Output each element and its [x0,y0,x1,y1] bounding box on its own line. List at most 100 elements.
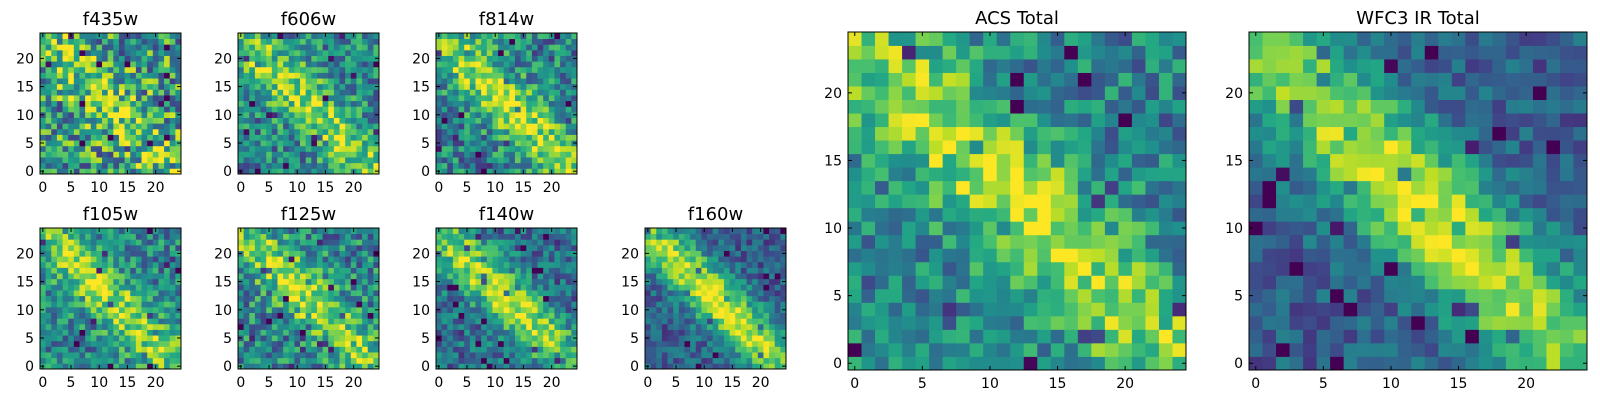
heatmap-cell [62,340,69,347]
heatmap-cell [707,363,714,370]
heatmap-cell [68,329,75,336]
heatmap-cell [526,134,533,141]
heatmap-cell [333,140,340,147]
heatmap-cell [294,267,301,274]
heatmap-cell [514,168,521,175]
heatmap-cell [701,357,708,364]
heatmap-cell [90,273,97,280]
heatmap-cell [763,261,770,268]
heatmap-cell [118,250,125,257]
heatmap-cell [929,180,944,195]
heatmap-cell [520,145,527,152]
heatmap-cell [300,106,307,113]
heatmap-cell [124,318,131,325]
heatmap-cell [492,323,499,330]
heatmap-cell [888,288,903,303]
heatmap-cell [712,273,719,280]
heatmap-cell [130,55,137,62]
heatmap-cell [356,49,363,56]
heatmap-cell [362,162,369,169]
heatmap-cell [333,228,340,235]
heatmap-cell [283,323,290,330]
heatmap-cell [135,306,142,313]
panel-title: f606w [281,9,336,30]
heatmap-cell [51,233,58,240]
heatmap-cell [130,111,137,118]
heatmap-cell [260,290,267,297]
heatmap-cell [260,151,267,158]
heatmap-cell [447,278,454,285]
heatmap-cell [96,335,103,342]
heatmap-cell [1023,275,1038,290]
heatmap-cell [283,95,290,102]
heatmap-cell [238,151,245,158]
heatmap-cell [486,301,493,308]
heatmap-cell [311,44,318,51]
heatmap-cell [752,290,759,297]
heatmap-cell [345,261,352,268]
heatmap-cell [243,134,250,141]
heatmap-cell [650,318,657,325]
heatmap-cell [339,123,346,130]
heatmap-cell [452,157,459,164]
heatmap-cell [735,233,742,240]
heatmap-cell [1010,207,1025,222]
heatmap-cell [469,151,476,158]
heatmap-cell [249,151,256,158]
heatmap-cell [560,145,567,152]
heatmap-cell [135,250,142,257]
heatmap-cell [102,233,109,240]
heatmap-cell [118,140,125,147]
heatmap-cell [560,228,567,235]
heatmap-cell [769,233,776,240]
heatmap-cell [469,83,476,90]
heatmap-cell [102,33,109,40]
heatmap-cell [62,312,69,319]
heatmap-cell [367,95,374,102]
heatmap-cell [441,157,448,164]
heatmap-cell [526,357,533,364]
heatmap-cell [475,290,482,297]
heatmap-cell [141,44,148,51]
heatmap-cell [85,233,92,240]
heatmap-cell [667,290,674,297]
heatmap-cell [373,295,380,302]
heatmap-cell [328,273,335,280]
heatmap-cell [509,301,516,308]
heatmap-cell [288,290,295,297]
heatmap-cell [68,128,75,135]
heatmap-cell [780,295,787,302]
heatmap-cell [571,261,578,268]
heatmap-cell [718,340,725,347]
heatmap-cell [124,55,131,62]
heatmap-cell [316,49,323,56]
heatmap-cell [328,250,335,257]
heatmap-cell [543,117,550,124]
heatmap-cell [260,134,267,141]
heatmap-cell [1077,315,1092,330]
heatmap-cell [498,117,505,124]
heatmap-cell [712,318,719,325]
heatmap-cell [243,228,250,235]
heatmap-cell [113,55,120,62]
heatmap-cell [356,329,363,336]
heatmap-cell [735,267,742,274]
heatmap-cell [531,363,538,370]
heatmap-cell [735,363,742,370]
heatmap-cell [514,228,521,235]
heatmap-cell [458,250,465,257]
heatmap-cell [464,284,471,291]
heatmap-cell [345,128,352,135]
heatmap-cell [447,273,454,280]
heatmap-cell [152,306,159,313]
heatmap-cell [68,256,75,263]
heatmap-cell [441,295,448,302]
heatmap-cell [107,329,114,336]
heatmap-cell [118,89,125,96]
heatmap-cell [271,100,278,107]
heatmap-cell [373,239,380,246]
heatmap-cell [1077,180,1092,195]
heatmap-cell [40,44,47,51]
heatmap-cell [554,83,561,90]
heatmap-cell [311,134,318,141]
